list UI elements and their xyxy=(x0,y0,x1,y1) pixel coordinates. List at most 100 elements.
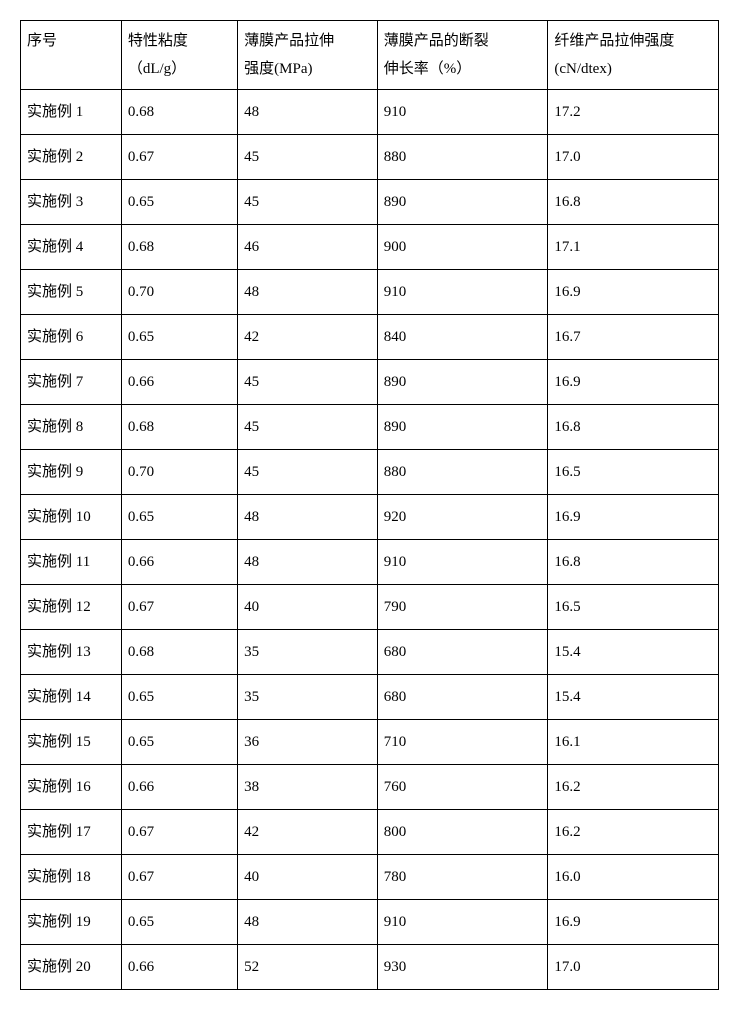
table-cell: 42 xyxy=(238,810,378,855)
table-cell: 790 xyxy=(377,585,548,630)
header-cell-1: 特性粘度 （dL/g） xyxy=(121,21,237,90)
table-cell: 16.9 xyxy=(548,495,719,540)
table-cell: 实施例 16 xyxy=(21,765,122,810)
table-cell: 0.65 xyxy=(121,495,237,540)
table-cell: 40 xyxy=(238,585,378,630)
table-cell: 实施例 14 xyxy=(21,675,122,720)
table-cell: 16.8 xyxy=(548,180,719,225)
table-cell: 0.65 xyxy=(121,675,237,720)
table-cell: 0.65 xyxy=(121,180,237,225)
table-cell: 880 xyxy=(377,135,548,180)
table-row: 实施例 140.653568015.4 xyxy=(21,675,719,720)
table-cell: 40 xyxy=(238,855,378,900)
table-cell: 0.67 xyxy=(121,810,237,855)
header-label: 序号 xyxy=(27,29,115,53)
table-cell: 760 xyxy=(377,765,548,810)
table-row: 实施例 150.653671016.1 xyxy=(21,720,719,765)
table-row: 实施例 40.684690017.1 xyxy=(21,225,719,270)
table-cell: 46 xyxy=(238,225,378,270)
table-cell: 实施例 12 xyxy=(21,585,122,630)
table-cell: 16.5 xyxy=(548,585,719,630)
table-cell: 900 xyxy=(377,225,548,270)
header-sublabel: (cN/dtex) xyxy=(554,57,712,81)
table-cell: 实施例 7 xyxy=(21,360,122,405)
table-cell: 0.67 xyxy=(121,855,237,900)
table-cell: 0.68 xyxy=(121,630,237,675)
table-row: 实施例 60.654284016.7 xyxy=(21,315,719,360)
table-cell: 890 xyxy=(377,180,548,225)
table-cell: 45 xyxy=(238,450,378,495)
table-cell: 实施例 6 xyxy=(21,315,122,360)
table-cell: 890 xyxy=(377,360,548,405)
table-cell: 890 xyxy=(377,405,548,450)
table-cell: 35 xyxy=(238,675,378,720)
table-row: 实施例 90.704588016.5 xyxy=(21,450,719,495)
table-cell: 880 xyxy=(377,450,548,495)
header-cell-4: 纤维产品拉伸强度 (cN/dtex) xyxy=(548,21,719,90)
table-cell: 实施例 20 xyxy=(21,945,122,990)
table-cell: 52 xyxy=(238,945,378,990)
table-cell: 实施例 19 xyxy=(21,900,122,945)
header-row: 序号 特性粘度 （dL/g） 薄膜产品拉伸 强度(MPa) 薄膜产品的断裂 伸长… xyxy=(21,21,719,90)
table-cell: 15.4 xyxy=(548,675,719,720)
table-cell: 36 xyxy=(238,720,378,765)
table-cell: 16.7 xyxy=(548,315,719,360)
table-cell: 710 xyxy=(377,720,548,765)
table-cell: 0.70 xyxy=(121,450,237,495)
table-cell: 45 xyxy=(238,360,378,405)
table-row: 实施例 130.683568015.4 xyxy=(21,630,719,675)
table-cell: 48 xyxy=(238,495,378,540)
table-row: 实施例 100.654892016.9 xyxy=(21,495,719,540)
header-sublabel: （dL/g） xyxy=(128,57,231,81)
table-cell: 16.5 xyxy=(548,450,719,495)
header-label: 纤维产品拉伸强度 xyxy=(554,29,712,53)
table-cell: 0.68 xyxy=(121,90,237,135)
table-cell: 0.66 xyxy=(121,540,237,585)
table-row: 实施例 10.684891017.2 xyxy=(21,90,719,135)
header-label: 薄膜产品的断裂 xyxy=(384,29,542,53)
table-row: 实施例 200.665293017.0 xyxy=(21,945,719,990)
table-cell: 680 xyxy=(377,630,548,675)
table-cell: 16.2 xyxy=(548,810,719,855)
table-cell: 0.67 xyxy=(121,135,237,180)
table-row: 实施例 180.674078016.0 xyxy=(21,855,719,900)
table-cell: 16.9 xyxy=(548,270,719,315)
table-cell: 实施例 8 xyxy=(21,405,122,450)
header-cell-3: 薄膜产品的断裂 伸长率（%） xyxy=(377,21,548,90)
table-cell: 实施例 4 xyxy=(21,225,122,270)
table-cell: 0.70 xyxy=(121,270,237,315)
table-cell: 0.68 xyxy=(121,405,237,450)
table-cell: 910 xyxy=(377,270,548,315)
table-cell: 16.1 xyxy=(548,720,719,765)
table-cell: 35 xyxy=(238,630,378,675)
header-cell-0: 序号 xyxy=(21,21,122,90)
table-header: 序号 特性粘度 （dL/g） 薄膜产品拉伸 强度(MPa) 薄膜产品的断裂 伸长… xyxy=(21,21,719,90)
table-cell: 15.4 xyxy=(548,630,719,675)
table-cell: 0.68 xyxy=(121,225,237,270)
table-cell: 实施例 5 xyxy=(21,270,122,315)
table-cell: 45 xyxy=(238,405,378,450)
table-cell: 48 xyxy=(238,540,378,585)
table-cell: 17.2 xyxy=(548,90,719,135)
table-cell: 实施例 1 xyxy=(21,90,122,135)
table-cell: 48 xyxy=(238,270,378,315)
header-label: 薄膜产品拉伸 xyxy=(244,29,371,53)
table-cell: 910 xyxy=(377,540,548,585)
table-cell: 840 xyxy=(377,315,548,360)
table-cell: 实施例 10 xyxy=(21,495,122,540)
table-cell: 实施例 3 xyxy=(21,180,122,225)
table-row: 实施例 70.664589016.9 xyxy=(21,360,719,405)
table-body: 实施例 10.684891017.2实施例 20.674588017.0实施例 … xyxy=(21,90,719,990)
table-cell: 920 xyxy=(377,495,548,540)
table-cell: 780 xyxy=(377,855,548,900)
data-table: 序号 特性粘度 （dL/g） 薄膜产品拉伸 强度(MPa) 薄膜产品的断裂 伸长… xyxy=(20,20,719,990)
table-cell: 实施例 15 xyxy=(21,720,122,765)
header-label: 特性粘度 xyxy=(128,29,231,53)
table-row: 实施例 50.704891016.9 xyxy=(21,270,719,315)
table-cell: 16.9 xyxy=(548,360,719,405)
table-cell: 实施例 11 xyxy=(21,540,122,585)
table-cell: 930 xyxy=(377,945,548,990)
table-cell: 45 xyxy=(238,135,378,180)
table-cell: 0.66 xyxy=(121,945,237,990)
table-cell: 实施例 18 xyxy=(21,855,122,900)
